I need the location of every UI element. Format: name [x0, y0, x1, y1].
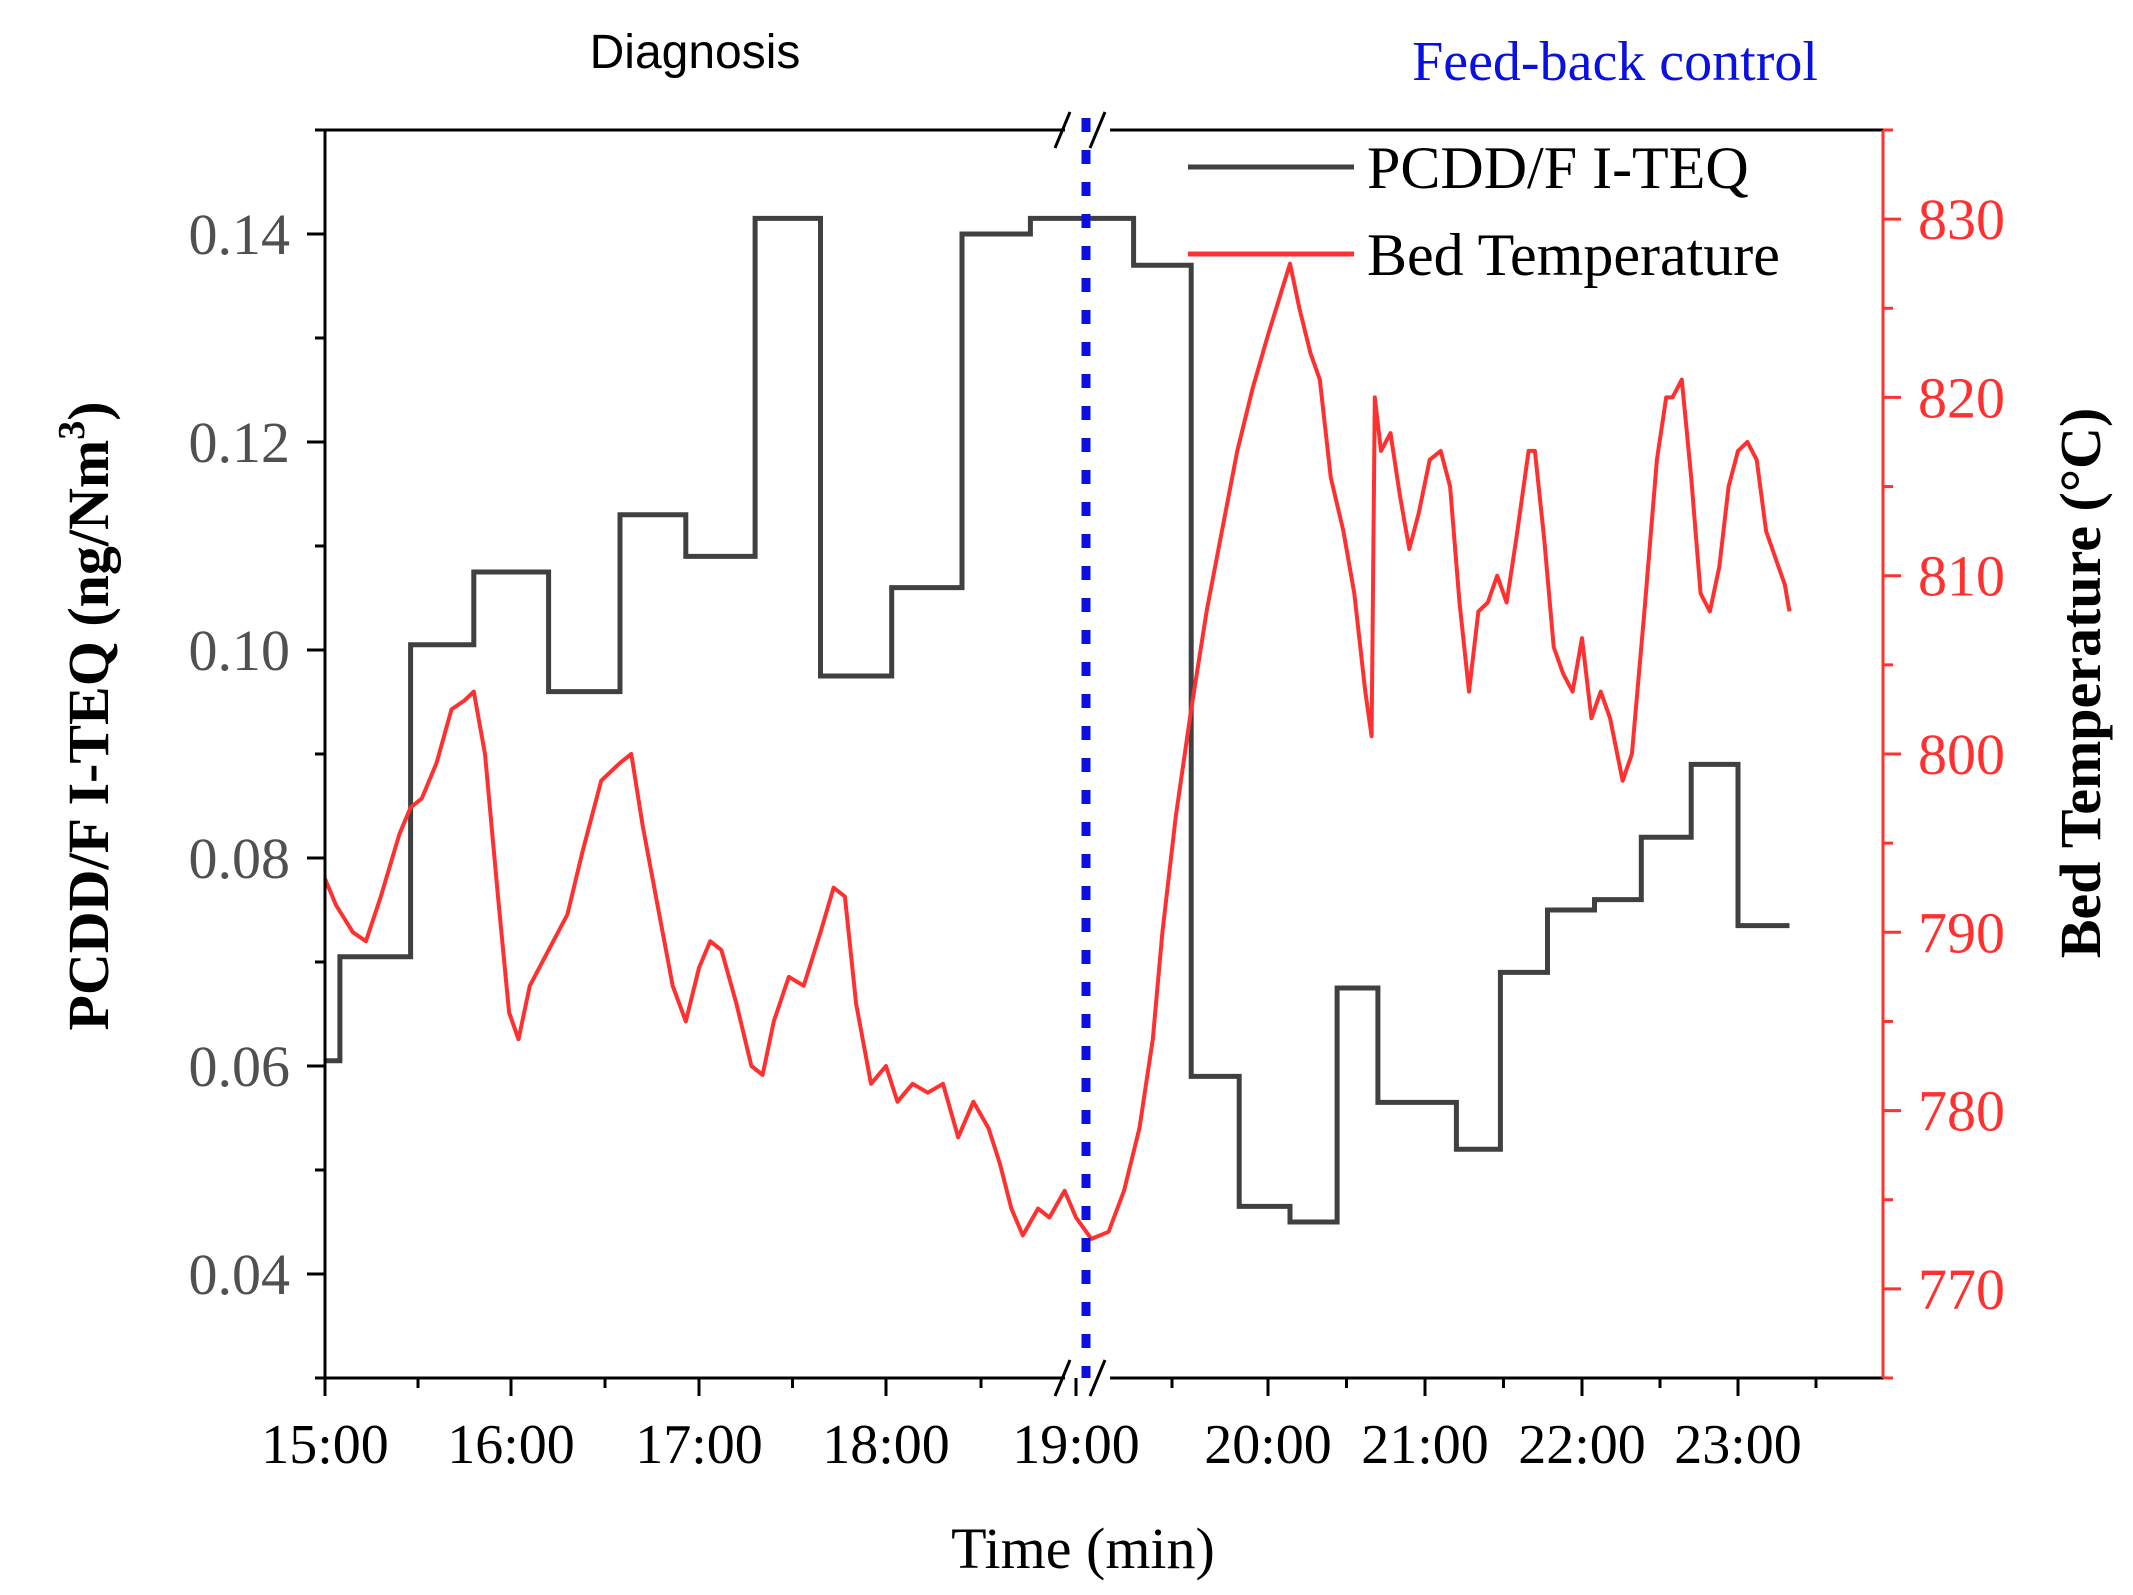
axis-break-mark: [1088, 1359, 1107, 1397]
section-label-feedback-control: Feed-back control: [1412, 31, 1818, 93]
axis-break-mark: [1088, 111, 1107, 149]
x-tick-label: 22:00: [1518, 1414, 1646, 1476]
y-left-tick-label: 0.08: [189, 826, 291, 891]
x-tick-label: 19:00: [1012, 1414, 1140, 1476]
x-tick-label: 20:00: [1204, 1414, 1332, 1476]
y-left-tick-label: 0.06: [189, 1034, 291, 1099]
legend: PCDD/F I-TEQ Bed Temperature: [1188, 135, 1780, 288]
y-left-tick-label: 0.10: [189, 618, 291, 683]
axis-break-mark: [1053, 111, 1072, 149]
axes-group: 15:00 16:00 17:00 18:00 19:00 20:00 21:00 22:00…: [189, 111, 2005, 1476]
x-tick-label: 17:00: [635, 1414, 763, 1476]
y-right-tick-label: 770: [1918, 1257, 2005, 1322]
axis-break-mark: [1053, 1359, 1072, 1397]
legend-label-pcdd: PCDD/F I-TEQ: [1367, 135, 1749, 201]
section-label-diagnosis: Diagnosis: [590, 26, 801, 79]
y-left-tick-label: 0.14: [189, 202, 291, 267]
x-tick-label: 15:00: [261, 1414, 389, 1476]
y-right-tick-label: 790: [1918, 900, 2005, 965]
y-axis-right-label: Bed Temperature (°C): [2048, 408, 2113, 959]
series-group: [323, 118, 1792, 1378]
y-right-tick-label: 810: [1918, 544, 2005, 609]
y-axis-left-label-sup: 3: [51, 421, 93, 440]
series-line-temperature: [323, 261, 1792, 1241]
y-right-tick-label: 800: [1918, 722, 2005, 787]
y-axis-left-label-main: PCDD/F I-TEQ (ng/Nm: [56, 440, 121, 1031]
y-axis-left-label: PCDD/F I-TEQ (ng/Nm3): [51, 401, 121, 1030]
x-tick-label: 21:00: [1361, 1414, 1489, 1476]
y-left-tick-label: 0.12: [189, 410, 291, 475]
x-tick-label: 16:00: [447, 1414, 575, 1476]
x-axis-label: Time (min): [951, 1516, 1215, 1581]
series-line-pcdd: [325, 215, 1790, 1225]
y-right-tick-label: 830: [1918, 187, 2005, 252]
x-tick-label: 23:00: [1674, 1414, 1802, 1476]
y-right-tick-label: 820: [1918, 365, 2005, 430]
y-axis-left-label-close: ): [56, 401, 121, 420]
x-tick-label: 18:00: [822, 1414, 950, 1476]
legend-label-temp: Bed Temperature: [1367, 222, 1780, 288]
y-right-tick-label: 780: [1918, 1079, 2005, 1144]
y-left-tick-label: 0.04: [189, 1242, 291, 1307]
